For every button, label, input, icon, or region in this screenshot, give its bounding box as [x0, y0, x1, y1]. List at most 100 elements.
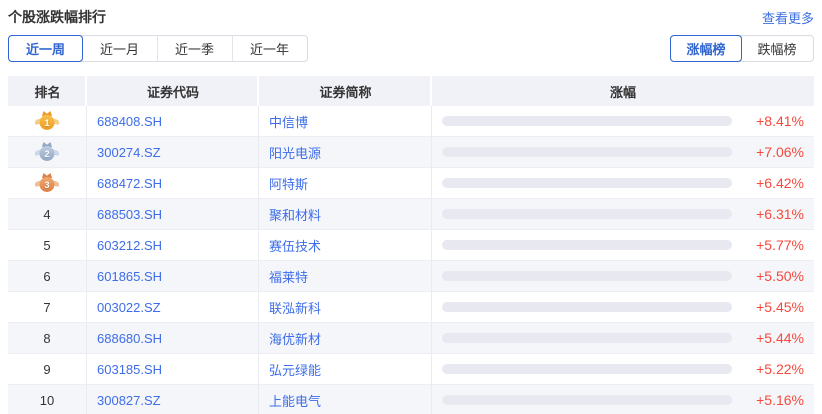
table-body: 1 688408.SH 中信博 +8.41% 2 300274.SZ 阳光电源 … [8, 106, 814, 414]
period-tab-1[interactable]: 近一月 [82, 34, 157, 62]
rank-cell: 9 [8, 354, 87, 384]
rank-cell: 2 [8, 137, 87, 167]
stock-code[interactable]: 688503.SH [87, 199, 259, 229]
stock-code[interactable]: 601865.SH [87, 261, 259, 291]
period-tab-3[interactable]: 近一年 [232, 34, 307, 62]
change-bar-track [442, 271, 732, 281]
column-header-change: 涨幅 [432, 76, 814, 106]
change-percent: +8.41% [756, 113, 804, 129]
ranking-table: 排名 证券代码 证券简称 涨幅 1 688408.SH 中信博 +8.41% 2 [8, 76, 814, 414]
rank-number: 6 [43, 268, 51, 284]
rank-cell: 8 [8, 323, 87, 353]
rank-medal-icon: 3 [35, 173, 59, 193]
rank-number: 9 [43, 361, 51, 377]
change-cell: +7.06% [432, 137, 814, 167]
column-header-name: 证券简称 [259, 76, 432, 106]
change-bar-track [442, 116, 732, 126]
stock-code[interactable]: 603185.SH [87, 354, 259, 384]
change-cell: +5.16% [432, 385, 814, 414]
stock-name[interactable]: 阿特斯 [259, 168, 432, 198]
stock-name[interactable]: 弘元绿能 [259, 354, 432, 384]
change-cell: +5.50% [432, 261, 814, 291]
change-cell: +8.41% [432, 106, 814, 136]
rank-cell: 7 [8, 292, 87, 322]
table-row[interactable]: 4 688503.SH 聚和材料 +6.31% [8, 199, 814, 230]
table-row[interactable]: 8 688680.SH 海优新材 +5.44% [8, 323, 814, 354]
change-bar-track [442, 395, 732, 405]
change-bar-track [442, 209, 732, 219]
rank-number: 4 [43, 206, 51, 222]
change-percent: +6.42% [756, 175, 804, 191]
board-tabs: 涨幅榜 跌幅榜 [670, 34, 814, 62]
period-tab-0[interactable]: 近一周 [8, 34, 83, 62]
rank-cell: 10 [8, 385, 87, 414]
stock-name[interactable]: 赛伍技术 [259, 230, 432, 260]
stock-code[interactable]: 300274.SZ [87, 137, 259, 167]
change-percent: +5.45% [756, 299, 804, 315]
stock-name[interactable]: 聚和材料 [259, 199, 432, 229]
change-percent: +5.22% [756, 361, 804, 377]
change-bar-track [442, 364, 732, 374]
stock-name[interactable]: 海优新材 [259, 323, 432, 353]
stock-code[interactable]: 688408.SH [87, 106, 259, 136]
stock-code[interactable]: 603212.SH [87, 230, 259, 260]
stock-name[interactable]: 福莱特 [259, 261, 432, 291]
rank-cell: 1 [8, 106, 87, 136]
change-percent: +7.06% [756, 144, 804, 160]
rank-medal-icon: 1 [35, 111, 59, 131]
controls-row: 近一周 近一月 近一季 近一年 涨幅榜 跌幅榜 [8, 34, 814, 62]
stock-name[interactable]: 上能电气 [259, 385, 432, 414]
column-header-code: 证券代码 [87, 76, 259, 106]
change-bar-track [442, 333, 732, 343]
change-cell: +5.77% [432, 230, 814, 260]
period-tabs: 近一周 近一月 近一季 近一年 [8, 34, 308, 62]
change-percent: +5.50% [756, 268, 804, 284]
table-row[interactable]: 6 601865.SH 福莱特 +5.50% [8, 261, 814, 292]
rank-cell: 4 [8, 199, 87, 229]
column-header-rank: 排名 [8, 76, 87, 106]
change-percent: +5.44% [756, 330, 804, 346]
rank-number: 7 [43, 299, 51, 315]
table-header-row: 排名 证券代码 证券简称 涨幅 [8, 76, 814, 106]
table-row[interactable]: 1 688408.SH 中信博 +8.41% [8, 106, 814, 137]
view-more-link[interactable]: 查看更多 [761, 10, 814, 26]
rank-cell: 6 [8, 261, 87, 291]
page-title: 个股涨跌幅排行 [8, 9, 106, 25]
rank-cell: 5 [8, 230, 87, 260]
table-row[interactable]: 2 300274.SZ 阳光电源 +7.06% [8, 137, 814, 168]
rank-number: 5 [43, 237, 51, 253]
table-row[interactable]: 10 300827.SZ 上能电气 +5.16% [8, 385, 814, 414]
stock-name[interactable]: 中信博 [259, 106, 432, 136]
stock-code[interactable]: 003022.SZ [87, 292, 259, 322]
board-tab-0[interactable]: 涨幅榜 [670, 34, 742, 62]
change-percent: +5.16% [756, 392, 804, 408]
change-cell: +5.45% [432, 292, 814, 322]
period-tab-2[interactable]: 近一季 [157, 34, 232, 62]
table-row[interactable]: 9 603185.SH 弘元绿能 +5.22% [8, 354, 814, 385]
stock-name[interactable]: 阳光电源 [259, 137, 432, 167]
rank-medal-icon: 2 [35, 142, 59, 162]
change-bar-track [442, 302, 732, 312]
change-percent: +6.31% [756, 206, 804, 222]
rank-number: 8 [43, 330, 51, 346]
stock-name[interactable]: 联泓新科 [259, 292, 432, 322]
change-percent: +5.77% [756, 237, 804, 253]
rank-number: 10 [39, 392, 55, 408]
stock-code[interactable]: 688680.SH [87, 323, 259, 353]
change-bar-track [442, 240, 732, 250]
change-bar-track [442, 147, 732, 157]
change-bar-track [442, 178, 732, 188]
change-cell: +6.42% [432, 168, 814, 198]
stock-code[interactable]: 300827.SZ [87, 385, 259, 414]
table-row[interactable]: 3 688472.SH 阿特斯 +6.42% [8, 168, 814, 199]
table-row[interactable]: 5 603212.SH 赛伍技术 +5.77% [8, 230, 814, 261]
panel-header: 个股涨跌幅排行 查看更多 [8, 0, 814, 30]
table-row[interactable]: 7 003022.SZ 联泓新科 +5.45% [8, 292, 814, 323]
board-tab-1[interactable]: 跌幅榜 [741, 34, 813, 62]
rank-cell: 3 [8, 168, 87, 198]
stock-code[interactable]: 688472.SH [87, 168, 259, 198]
change-cell: +5.22% [432, 354, 814, 384]
change-cell: +5.44% [432, 323, 814, 353]
change-cell: +6.31% [432, 199, 814, 229]
